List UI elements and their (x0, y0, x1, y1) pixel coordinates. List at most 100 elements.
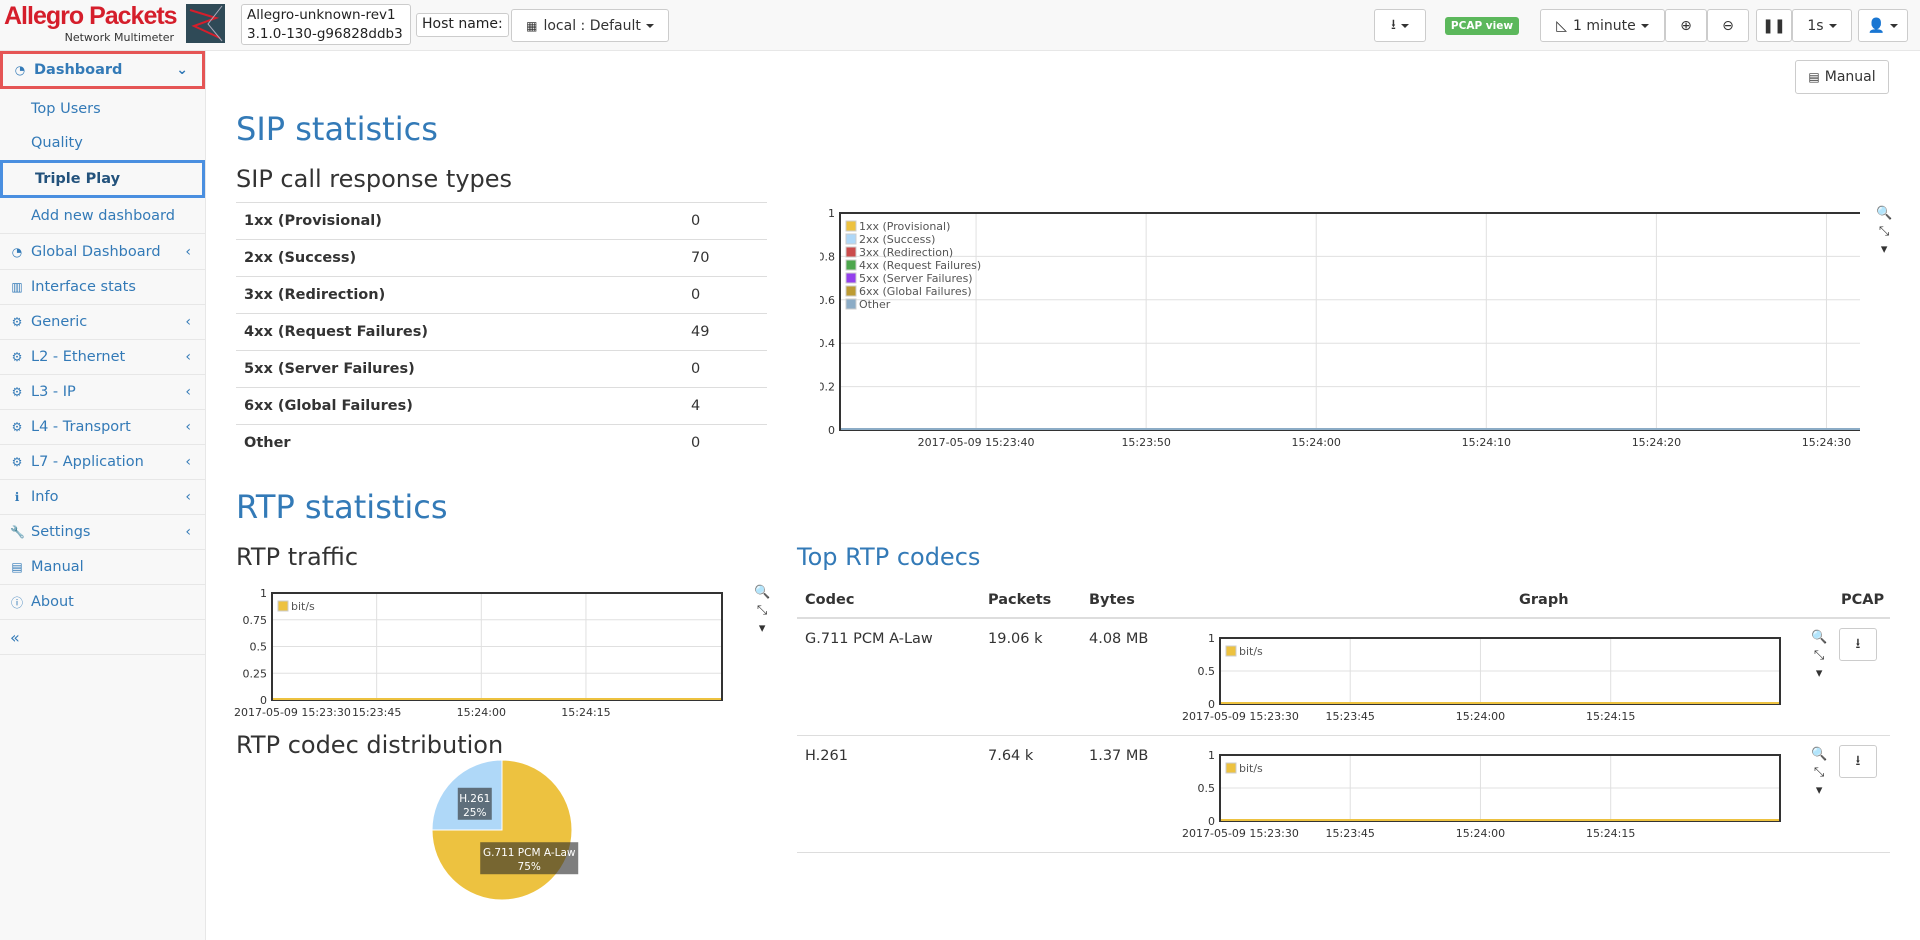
pcap-download-button[interactable]: ⭳ (1839, 745, 1877, 778)
sidebar-item-dashboard[interactable]: ◔ Dashboard ⌄ (0, 51, 205, 89)
sip-response-chart: 0 0.2 0.4 0.6 0.8 1 2017-05-09 15:23:40 15:23:5… (820, 205, 1860, 460)
row-label: 5xx (Server Failures) (244, 361, 415, 377)
legend-label: 4xx (Request Failures) (859, 259, 981, 272)
compress-icon[interactable]: ⤡ (756, 603, 768, 618)
pie-percent: 75% (518, 861, 541, 873)
sidebar-item-l7-application[interactable]: ⚙ L7 - Application ‹ (0, 445, 205, 480)
sidebar-item-interface-stats[interactable]: ▥ Interface stats (0, 270, 205, 305)
y-tick-label: 1 (828, 207, 835, 220)
sidebar-item-global-dashboard[interactable]: ◔ Global Dashboard ‹ (0, 235, 205, 270)
dashboard-icon: ◔ (11, 245, 23, 259)
sidebar-item-generic[interactable]: ⚙ Generic ‹ (0, 305, 205, 340)
compress-icon[interactable]: ⤡ (1878, 224, 1890, 239)
download-icon: ⭳ (1855, 635, 1861, 652)
codec-table: Codec Packets Bytes Graph PCAP G.711 PCM… (797, 582, 1890, 853)
chevron-down-icon (1828, 23, 1837, 28)
sidebar-item-label: Dashboard (34, 62, 123, 78)
logo[interactable]: Allegro Packets Network Multimeter (4, 2, 178, 46)
x-tick-label: 15:24:20 (1632, 436, 1681, 449)
pause-button[interactable]: ❚❚ (1756, 9, 1792, 42)
sidebar-collapse-button[interactable]: « (0, 620, 205, 655)
sidebar-item-l4-transport[interactable]: ⚙ L4 - Transport ‹ (0, 410, 205, 445)
x-tick-label: 15:24:00 (457, 706, 506, 719)
search-icon[interactable]: 🔍 (1811, 630, 1828, 645)
zoom-out-button[interactable]: ⊖ (1707, 9, 1749, 42)
download-menu-button[interactable]: ⭳ (1374, 9, 1426, 42)
pause-icon: ❚❚ (1762, 17, 1786, 34)
sidebar-item-label: L4 - Transport (31, 419, 131, 435)
search-icon[interactable]: 🔍 (1876, 206, 1893, 221)
x-tick-label: 15:24:00 (1292, 436, 1341, 449)
refresh-select[interactable]: 1s (1792, 9, 1852, 42)
pie-label: G.711 PCM A-Law (483, 847, 576, 859)
compress-icon[interactable]: ⤡ (1813, 765, 1825, 780)
col-pcap: PCAP (1841, 591, 1885, 608)
sidebar-item-label: L3 - IP (31, 384, 76, 400)
pcap-download-button[interactable]: ⭳ (1839, 628, 1877, 661)
sidebar-item-info[interactable]: ℹ Info ‹ (0, 480, 205, 515)
codec-name: H.261 (805, 748, 848, 764)
sidebar-item-label: Quality (31, 134, 83, 151)
codec-graph-h261: 0 0.5 1 2017-05-09 15:23:30 15:23:45 15:24:00… (1180, 747, 1790, 842)
x-tick-label: 2017-05-09 15:23:30 (1182, 827, 1299, 840)
gear-icon: ⚙ (11, 420, 23, 434)
sidebar-item-l3-ip[interactable]: ⚙ L3 - IP ‹ (0, 375, 205, 410)
codec-packets: 7.64 k (988, 748, 1034, 764)
sidebar-item-l2-ethernet[interactable]: ⚙ L2 - Ethernet ‹ (0, 340, 205, 375)
codec-packets: 19.06 k (988, 631, 1043, 647)
sidebar-item-manual[interactable]: ▤ Manual (0, 550, 205, 585)
search-icon[interactable]: 🔍 (754, 585, 771, 600)
chart-svg: 0 0.5 1 2017-05-09 15:23:30 15:23:45 15:24:00… (1182, 749, 1781, 840)
plot-frame (839, 212, 1860, 431)
legend-label: 1xx (Provisional) (859, 220, 950, 233)
sidebar-sub-add-dashboard[interactable]: Add new dashboard (0, 199, 205, 234)
wrench-icon: 🔧 (10, 525, 25, 539)
x-tick-label: 15:24:00 (1456, 827, 1505, 840)
sidebar-sub-top-users[interactable]: Top Users (0, 91, 205, 126)
sidebar-item-label: Settings (31, 524, 91, 540)
chevron-down-icon (1890, 23, 1899, 28)
bar-chart-icon: ▥ (11, 280, 23, 294)
pcap-view-badge[interactable]: PCAP view (1445, 17, 1519, 35)
row-label: 3xx (Redirection) (244, 287, 386, 303)
x-tick-label: 15:23:45 (352, 706, 401, 719)
caret-down-icon[interactable]: ▾ (1815, 666, 1823, 681)
sidebar-sub-triple-play[interactable]: Triple Play (0, 160, 205, 198)
legend-swatch (845, 233, 857, 245)
caret-down-icon[interactable]: ▾ (758, 621, 766, 636)
compress-icon[interactable]: ⤡ (1813, 648, 1825, 663)
sidebar-item-label: Triple Play (35, 171, 121, 187)
codec-bytes: 1.37 MB (1089, 748, 1149, 764)
codec-pie-chart: G.711 PCM A-Law 75% H.261 25% (420, 760, 600, 920)
table-row: G.711 PCM A-Law 19.06 k 4.08 MB (797, 619, 1890, 736)
row-label: 4xx (Request Failures) (244, 324, 428, 340)
search-icon[interactable]: 🔍 (1811, 747, 1828, 762)
chart-svg: 0 0.25 0.5 0.75 1 2017-05-09 15:23:30 15:23:45… (234, 587, 723, 719)
sidebar-item-label: L2 - Ethernet (31, 349, 126, 365)
chart-svg: 0 0.5 1 2017-05-09 15:23:30 15:23:45 15:24:00… (1182, 632, 1781, 723)
chevron-down-icon: ⌄ (176, 62, 188, 78)
table-row: 1xx (Provisional) 0 (236, 202, 767, 239)
row-value: 49 (691, 324, 710, 340)
host-select[interactable]: ▦ local : Default (511, 9, 669, 42)
chevron-left-icon: ‹ (185, 314, 191, 330)
chart-area-icon: ◺ (1556, 17, 1568, 34)
sidebar-item-about[interactable]: ⓘ About (0, 585, 205, 620)
x-tick-label: 2017-05-09 15:23:30 (234, 706, 351, 719)
interval-select[interactable]: ◺ 1 minute (1540, 9, 1665, 42)
row-value: 0 (691, 361, 701, 377)
caret-down-icon[interactable]: ▾ (1815, 783, 1823, 798)
sidebar-sub-quality[interactable]: Quality (0, 125, 205, 160)
book-icon: ▤ (11, 560, 23, 574)
user-menu-button[interactable]: 👤 (1858, 9, 1908, 42)
download-icon: ⭳ (1855, 752, 1861, 769)
host-select-label: local : Default (543, 17, 641, 34)
zoom-in-button[interactable]: ⊕ (1665, 9, 1707, 42)
sip-section-title: SIP statistics (236, 110, 438, 148)
caret-down-icon[interactable]: ▾ (1880, 242, 1888, 257)
sidebar-item-settings[interactable]: 🔧 Settings ‹ (0, 515, 205, 550)
sidebar-item-label: Global Dashboard (31, 244, 161, 260)
x-tick-label: 15:24:15 (561, 706, 610, 719)
manual-button[interactable]: ▤ Manual (1795, 60, 1889, 94)
interval-label: 1 minute (1573, 17, 1636, 34)
